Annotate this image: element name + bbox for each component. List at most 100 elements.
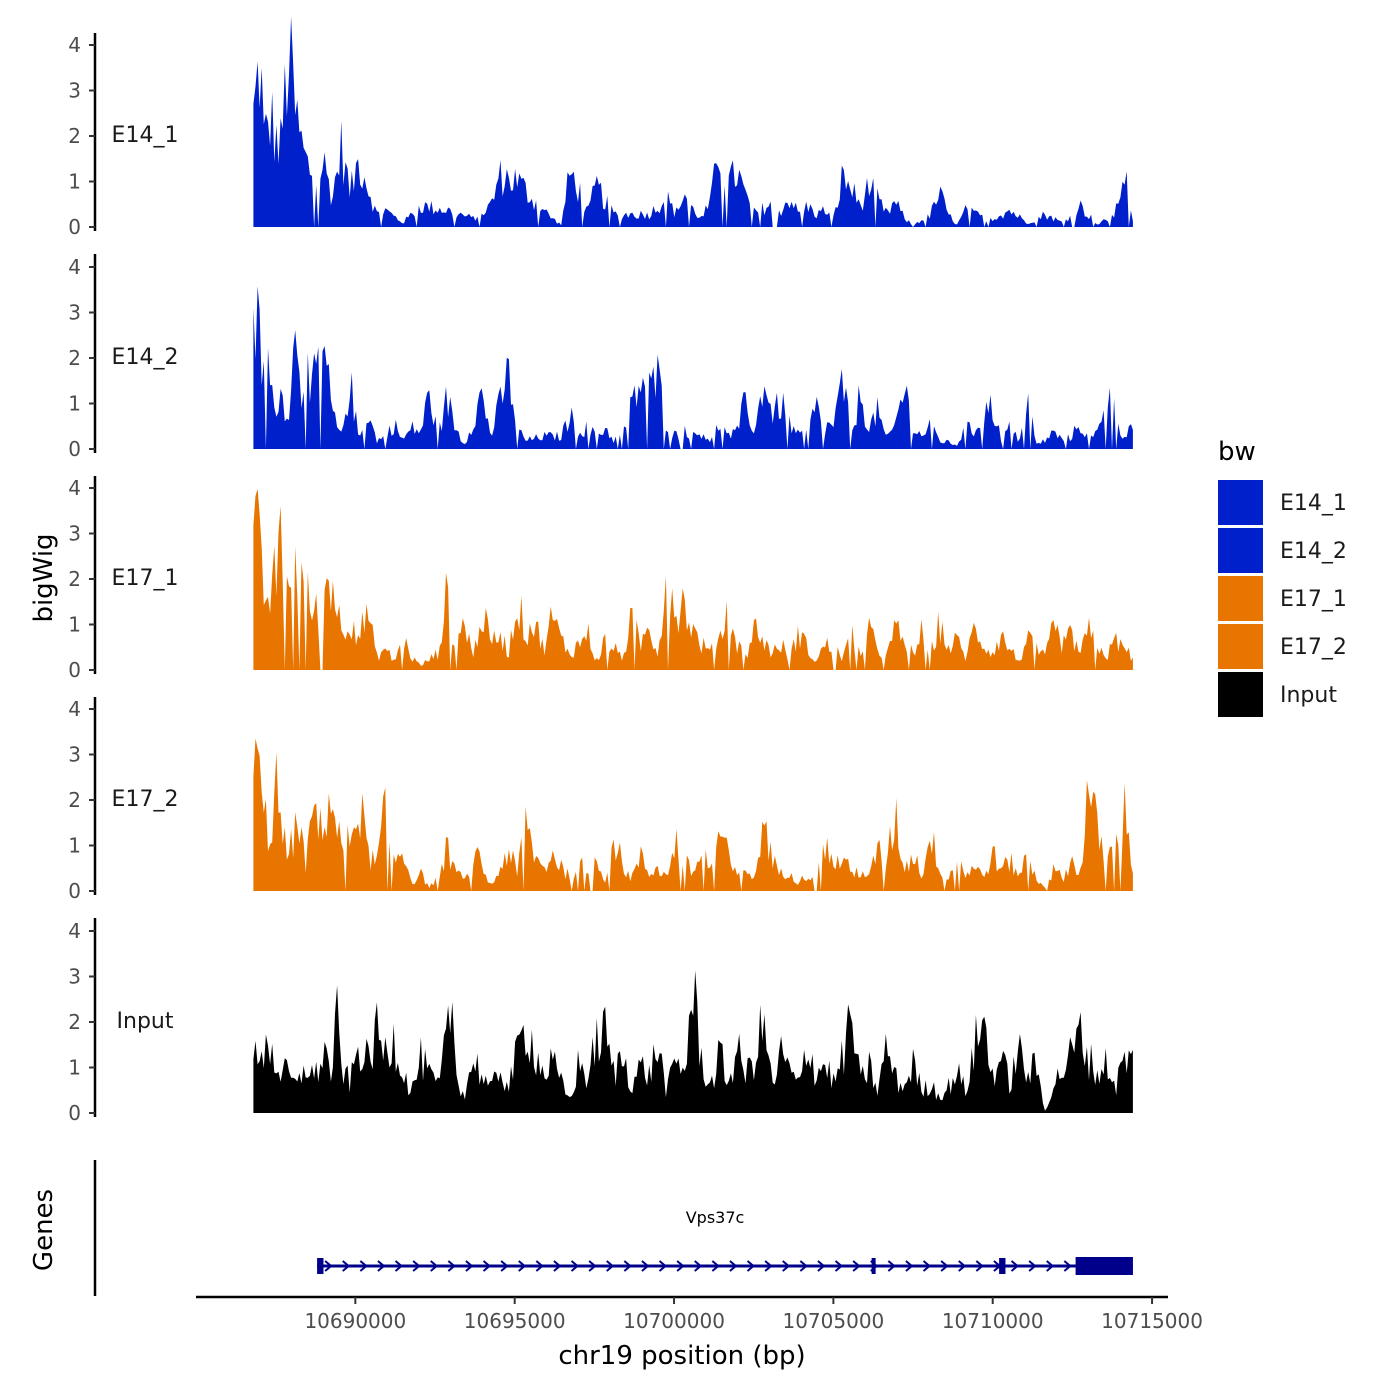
y-tick-label: 0 — [68, 879, 81, 903]
gene-strand-arrow — [623, 1260, 632, 1272]
x-tick-label: 10695000 — [464, 1309, 566, 1333]
gene-name-label: Vps37c — [686, 1208, 745, 1227]
legend-swatch-e14_1 — [1218, 480, 1263, 525]
gene-strand-arrow — [588, 1260, 597, 1272]
signal-area-e14_1 — [253, 16, 1133, 227]
gene-strand-arrow — [817, 1260, 826, 1272]
legend-swatch-e14_2 — [1218, 528, 1263, 573]
gene-strand-arrow — [377, 1260, 386, 1272]
track-label: E17_1 — [112, 566, 179, 591]
track-input: 0 1 2 3 4 Input — [68, 918, 1133, 1125]
gene-strand-arrow — [641, 1260, 650, 1272]
gene-strand-arrow — [447, 1260, 456, 1272]
legend-label: E17_1 — [1280, 587, 1347, 612]
y-tick-label: 2 — [68, 346, 81, 370]
track-e17_2: 0 1 2 3 4 E17_2 — [68, 697, 1133, 903]
genes-panel: Vps37c — [93, 1160, 1133, 1296]
signal-area-e17_1 — [253, 488, 1133, 670]
y-tick-label: 1 — [68, 392, 81, 416]
legend: bw E14_1 E14_2 E17_1 E17_2 Input — [1218, 437, 1347, 717]
y-tick-label: 2 — [68, 1010, 81, 1034]
track-e17_1: 0 1 2 3 4 E17_1 — [68, 476, 1133, 682]
y-tick-label: 4 — [68, 255, 81, 279]
gene-strand-arrow — [606, 1260, 615, 1272]
legend-label: Input — [1280, 683, 1337, 708]
track-e14_2: 0 1 2 3 4 E14_2 — [68, 254, 1133, 461]
signal-area-e17_2 — [253, 738, 1133, 891]
y-tick-label: 3 — [68, 743, 81, 767]
y-tick-label: 4 — [68, 919, 81, 943]
gene-strand-arrow — [887, 1260, 896, 1272]
legend-label: E14_2 — [1280, 539, 1347, 564]
y-tick-label: 4 — [68, 697, 81, 721]
track-label: Input — [117, 1009, 174, 1034]
y-tick-label: 3 — [68, 522, 81, 546]
gene-strand-arrow — [975, 1260, 984, 1272]
x-axis-title: chr19 position (bp) — [558, 1341, 805, 1371]
x-tick-label: 10715000 — [1101, 1309, 1203, 1333]
y-tick-label: 4 — [68, 476, 81, 500]
y-tick-label: 1 — [68, 1056, 81, 1080]
gene-strand-arrow — [394, 1260, 404, 1272]
y-tick-label: 3 — [68, 301, 81, 325]
y-tick-label: 1 — [68, 613, 81, 637]
gene-strand-arrow — [553, 1260, 562, 1272]
gene-strand-arrow — [500, 1260, 509, 1272]
gene-strand-arrow — [359, 1260, 368, 1272]
gene-strand-arrow — [746, 1260, 756, 1272]
gene-strand-arrow — [412, 1260, 421, 1272]
y-tick-label: 4 — [68, 33, 81, 57]
gene-strand-arrow — [1063, 1260, 1072, 1272]
legend-swatch-e17_2 — [1218, 624, 1263, 669]
gene-strand-arrow — [958, 1260, 967, 1272]
gene-strand-arrow — [482, 1260, 492, 1272]
gene-exon — [999, 1258, 1006, 1274]
gene-strand-arrow — [922, 1260, 932, 1272]
x-tick-label: 10710000 — [942, 1309, 1044, 1333]
y-tick-label: 2 — [68, 788, 81, 812]
gene-strand-arrow — [764, 1260, 773, 1272]
gene-strand-arrow — [518, 1260, 527, 1272]
gene-strand-arrow — [799, 1260, 808, 1272]
x-tick-label: 10700000 — [623, 1309, 725, 1333]
y-tick-label: 0 — [68, 215, 81, 239]
gene-strand-arrow — [852, 1260, 861, 1272]
legend-swatch-e17_1 — [1218, 576, 1263, 621]
track-e14_1: 0 1 2 3 4 E14_1 — [68, 16, 1133, 239]
genes-axis-title: Genes — [29, 1189, 59, 1271]
y-tick-label: 3 — [68, 965, 81, 989]
x-tick-label: 10690000 — [304, 1309, 406, 1333]
legend-title: bw — [1218, 437, 1256, 467]
y-tick-label: 0 — [68, 1101, 81, 1125]
gene-exon — [871, 1258, 876, 1274]
track-label: E14_2 — [112, 345, 179, 370]
y-tick-label: 1 — [68, 834, 81, 858]
y-axis-title: bigWig — [29, 533, 59, 622]
gene-strand-arrow — [694, 1260, 703, 1272]
legend-label: E17_2 — [1280, 635, 1347, 660]
gene-exon — [1075, 1257, 1133, 1275]
y-tick-label: 3 — [68, 79, 81, 103]
y-tick-label: 2 — [68, 567, 81, 591]
gene-strand-arrow — [430, 1260, 439, 1272]
legend-label: E14_1 — [1280, 491, 1347, 516]
gene-strand-arrow — [570, 1260, 580, 1272]
track-label: E14_1 — [112, 123, 179, 148]
gene-strand-arrow — [676, 1260, 685, 1272]
signal-area-input — [253, 970, 1133, 1113]
gene-strand-arrow — [711, 1260, 720, 1272]
gene-strand-arrow — [342, 1260, 351, 1272]
x-tick-label: 10705000 — [782, 1309, 884, 1333]
gene-strand-arrow — [905, 1260, 914, 1272]
track-label: E17_2 — [112, 787, 179, 812]
gene-strand-arrow — [465, 1260, 474, 1272]
gene-strand-arrow — [1010, 1260, 1020, 1272]
y-tick-label: 0 — [68, 658, 81, 682]
gene-strand-arrow — [1046, 1260, 1055, 1272]
x-axis: 10690000 10695000 10700000 10705000 10710000… — [196, 1295, 1203, 1333]
gene-strand-arrow — [535, 1260, 544, 1272]
legend-swatch-input — [1218, 672, 1263, 717]
gene-strand-arrow — [658, 1260, 668, 1272]
gene-strand-arrow — [729, 1260, 738, 1272]
